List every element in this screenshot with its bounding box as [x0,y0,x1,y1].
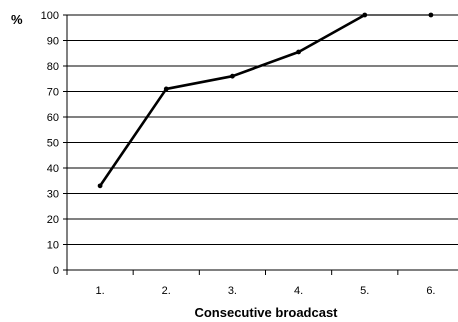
y-axis-tick-labels: 0 10 20 30 40 50 60 70 80 90 100 [41,10,59,277]
series-0-point-2 [163,86,169,92]
series-group [97,12,434,189]
axes [63,14,458,275]
y-tick-label-70: 70 [47,87,59,99]
series-0-point-6 [428,12,434,18]
y-tick-label-90: 90 [47,36,59,48]
series-0-point-1 [97,183,103,189]
series-0-segment-1 [98,87,168,188]
y-tick-label-10: 10 [47,240,59,252]
y-tick-label-40: 40 [47,163,59,175]
y-tick-label-60: 60 [47,112,59,124]
y-tick-label-0: 0 [53,265,59,277]
x-axis-tick-labels: 1. 2. 3. 4. 5. 6. [95,285,435,297]
series-0-segment-2 [164,74,234,91]
x-tick-label-4: 4. [294,285,303,297]
series-0-segment-4 [297,13,367,54]
x-tick-label-3: 3. [228,285,237,297]
x-tick-label-1: 1. [95,285,104,297]
series-0-point-5 [362,12,368,18]
gridlines [67,14,458,245]
series-0-segment-3 [231,50,300,78]
y-tick-label-50: 50 [47,138,59,150]
series-0-point-3 [230,73,235,79]
x-axis-label: Consecutive broadcast [194,305,338,320]
y-tick-label-20: 20 [47,214,59,226]
x-tick-label-5: 5. [360,285,369,297]
series-0-point-4 [296,49,301,55]
x-tick-label-2: 2. [162,285,171,297]
y-tick-label-100: 100 [41,10,59,22]
y-tick-label-30: 30 [47,189,59,201]
y-tick-label-80: 80 [47,61,59,73]
x-tick-label-6: 6. [426,285,435,297]
y-axis-label: % [11,12,23,27]
